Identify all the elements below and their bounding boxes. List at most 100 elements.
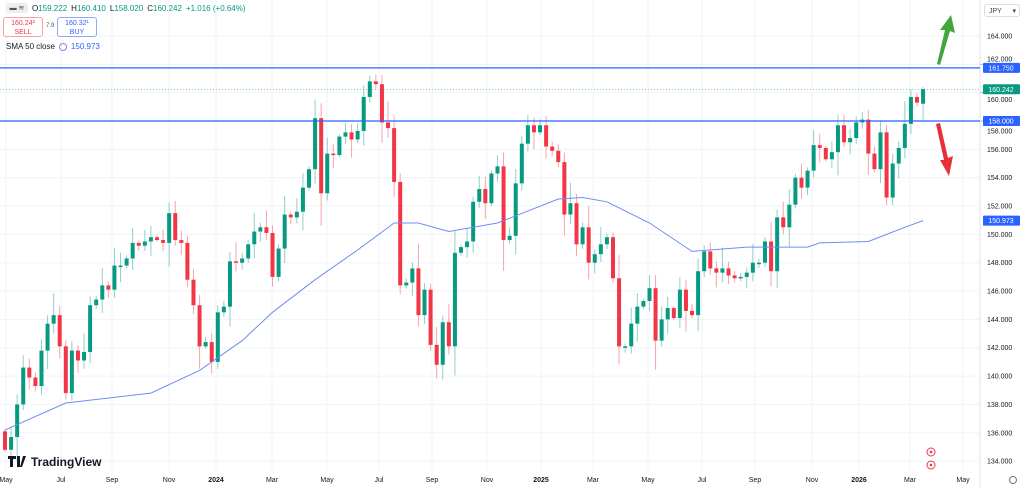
x-tick-label: Jul: [57, 477, 66, 484]
candle: [574, 193, 579, 257]
candle: [33, 372, 38, 392]
candle-body: [525, 125, 530, 144]
candle: [653, 275, 658, 370]
candle-body: [720, 268, 725, 273]
candle-body: [215, 312, 220, 362]
x-tick-label: Nov: [806, 477, 819, 484]
level-price-tag: [983, 116, 1020, 127]
candle-body: [173, 213, 178, 241]
sell-price: 160.24²: [11, 20, 35, 27]
sma-price-tag: [983, 215, 1020, 226]
high-label: H: [71, 3, 77, 13]
candle: [592, 249, 597, 274]
candle: [27, 358, 32, 390]
candle: [908, 89, 913, 134]
candle: [647, 275, 652, 312]
currency-dropdown[interactable]: JPY ▾: [984, 4, 1020, 17]
buy-button[interactable]: 160.32¹ BUY: [57, 17, 97, 37]
buy-price: 160.32¹: [65, 20, 89, 27]
candle-body: [598, 244, 603, 255]
clock-settings-icon[interactable]: [1009, 476, 1017, 484]
candle: [531, 117, 536, 150]
candle-body: [507, 235, 512, 241]
candle-body: [209, 342, 214, 362]
ohlc-legend: ▬ ≋ O159.222 H160.410 L158.020 C160.242 …: [6, 3, 246, 13]
candle-body: [361, 96, 366, 131]
sell-button[interactable]: 160.24² SELL: [3, 17, 43, 37]
candle: [677, 276, 682, 328]
indicator-legend[interactable]: SMA 50 close 150.973: [6, 42, 100, 51]
candle-body: [647, 288, 652, 301]
sma-price-label: 150.973: [988, 218, 1013, 225]
candle-body: [246, 244, 251, 259]
candle: [282, 195, 287, 264]
candle-body: [671, 308, 676, 318]
candle-body: [203, 342, 208, 347]
candle: [781, 201, 786, 235]
candle: [398, 173, 403, 295]
candle-body: [471, 201, 476, 242]
candle: [288, 211, 293, 225]
x-tick-label: Sep: [426, 477, 439, 484]
candle: [671, 306, 676, 320]
candle-body: [744, 272, 749, 277]
candle: [696, 258, 701, 332]
candle: [276, 244, 281, 282]
candle-body: [118, 265, 123, 268]
candle: [39, 339, 44, 395]
candle: [179, 230, 184, 255]
candle-body: [379, 84, 384, 123]
candle-body: [769, 241, 774, 272]
candle: [404, 278, 409, 289]
candle: [890, 153, 895, 206]
candle-body: [550, 146, 555, 151]
tradingview-logo-icon: [8, 456, 26, 467]
tradingview-logo: TradingView: [8, 455, 101, 469]
candle-body: [787, 204, 792, 228]
candle: [410, 262, 415, 296]
candle: [848, 128, 853, 155]
candle-body: [234, 261, 239, 263]
candle-body: [57, 315, 62, 347]
candle: [319, 103, 324, 226]
candle: [769, 222, 774, 287]
candle: [221, 300, 226, 317]
candle-body: [300, 187, 305, 212]
candle: [21, 355, 26, 411]
candle: [726, 261, 731, 285]
candle: [823, 145, 828, 162]
candle: [106, 281, 111, 299]
candle-body: [793, 177, 798, 205]
candle-body: [781, 217, 786, 228]
indicator-settings-icon[interactable]: [58, 42, 67, 51]
candle-body: [562, 162, 567, 215]
y-tick-label: 146.000: [987, 289, 1012, 296]
candle-body: [88, 305, 93, 352]
candle-body: [604, 237, 609, 245]
event-marker-icon: [926, 460, 936, 470]
candle: [738, 272, 743, 282]
candle: [915, 92, 919, 107]
candle: [519, 136, 524, 191]
candle: [373, 74, 378, 90]
y-tick-label: 154.000: [987, 175, 1012, 182]
candle: [562, 152, 567, 236]
close-label: C: [147, 3, 154, 13]
x-tick-label: Jul: [375, 477, 384, 484]
candle: [264, 210, 269, 241]
candle: [921, 86, 926, 121]
candle-body: [835, 125, 840, 153]
candle-body: [878, 132, 883, 170]
candle-body: [440, 322, 445, 365]
candle-body: [677, 289, 682, 318]
candle-body: [775, 217, 780, 272]
legend-toggle-button[interactable]: ▬ ≋: [6, 3, 28, 13]
candle-body: [817, 145, 822, 148]
y-tick-label: 156.000: [987, 147, 1012, 154]
candle: [635, 292, 640, 342]
candle-body: [45, 323, 50, 351]
y-tick-label: 158.000: [987, 129, 1012, 136]
candle-body: [75, 350, 80, 361]
